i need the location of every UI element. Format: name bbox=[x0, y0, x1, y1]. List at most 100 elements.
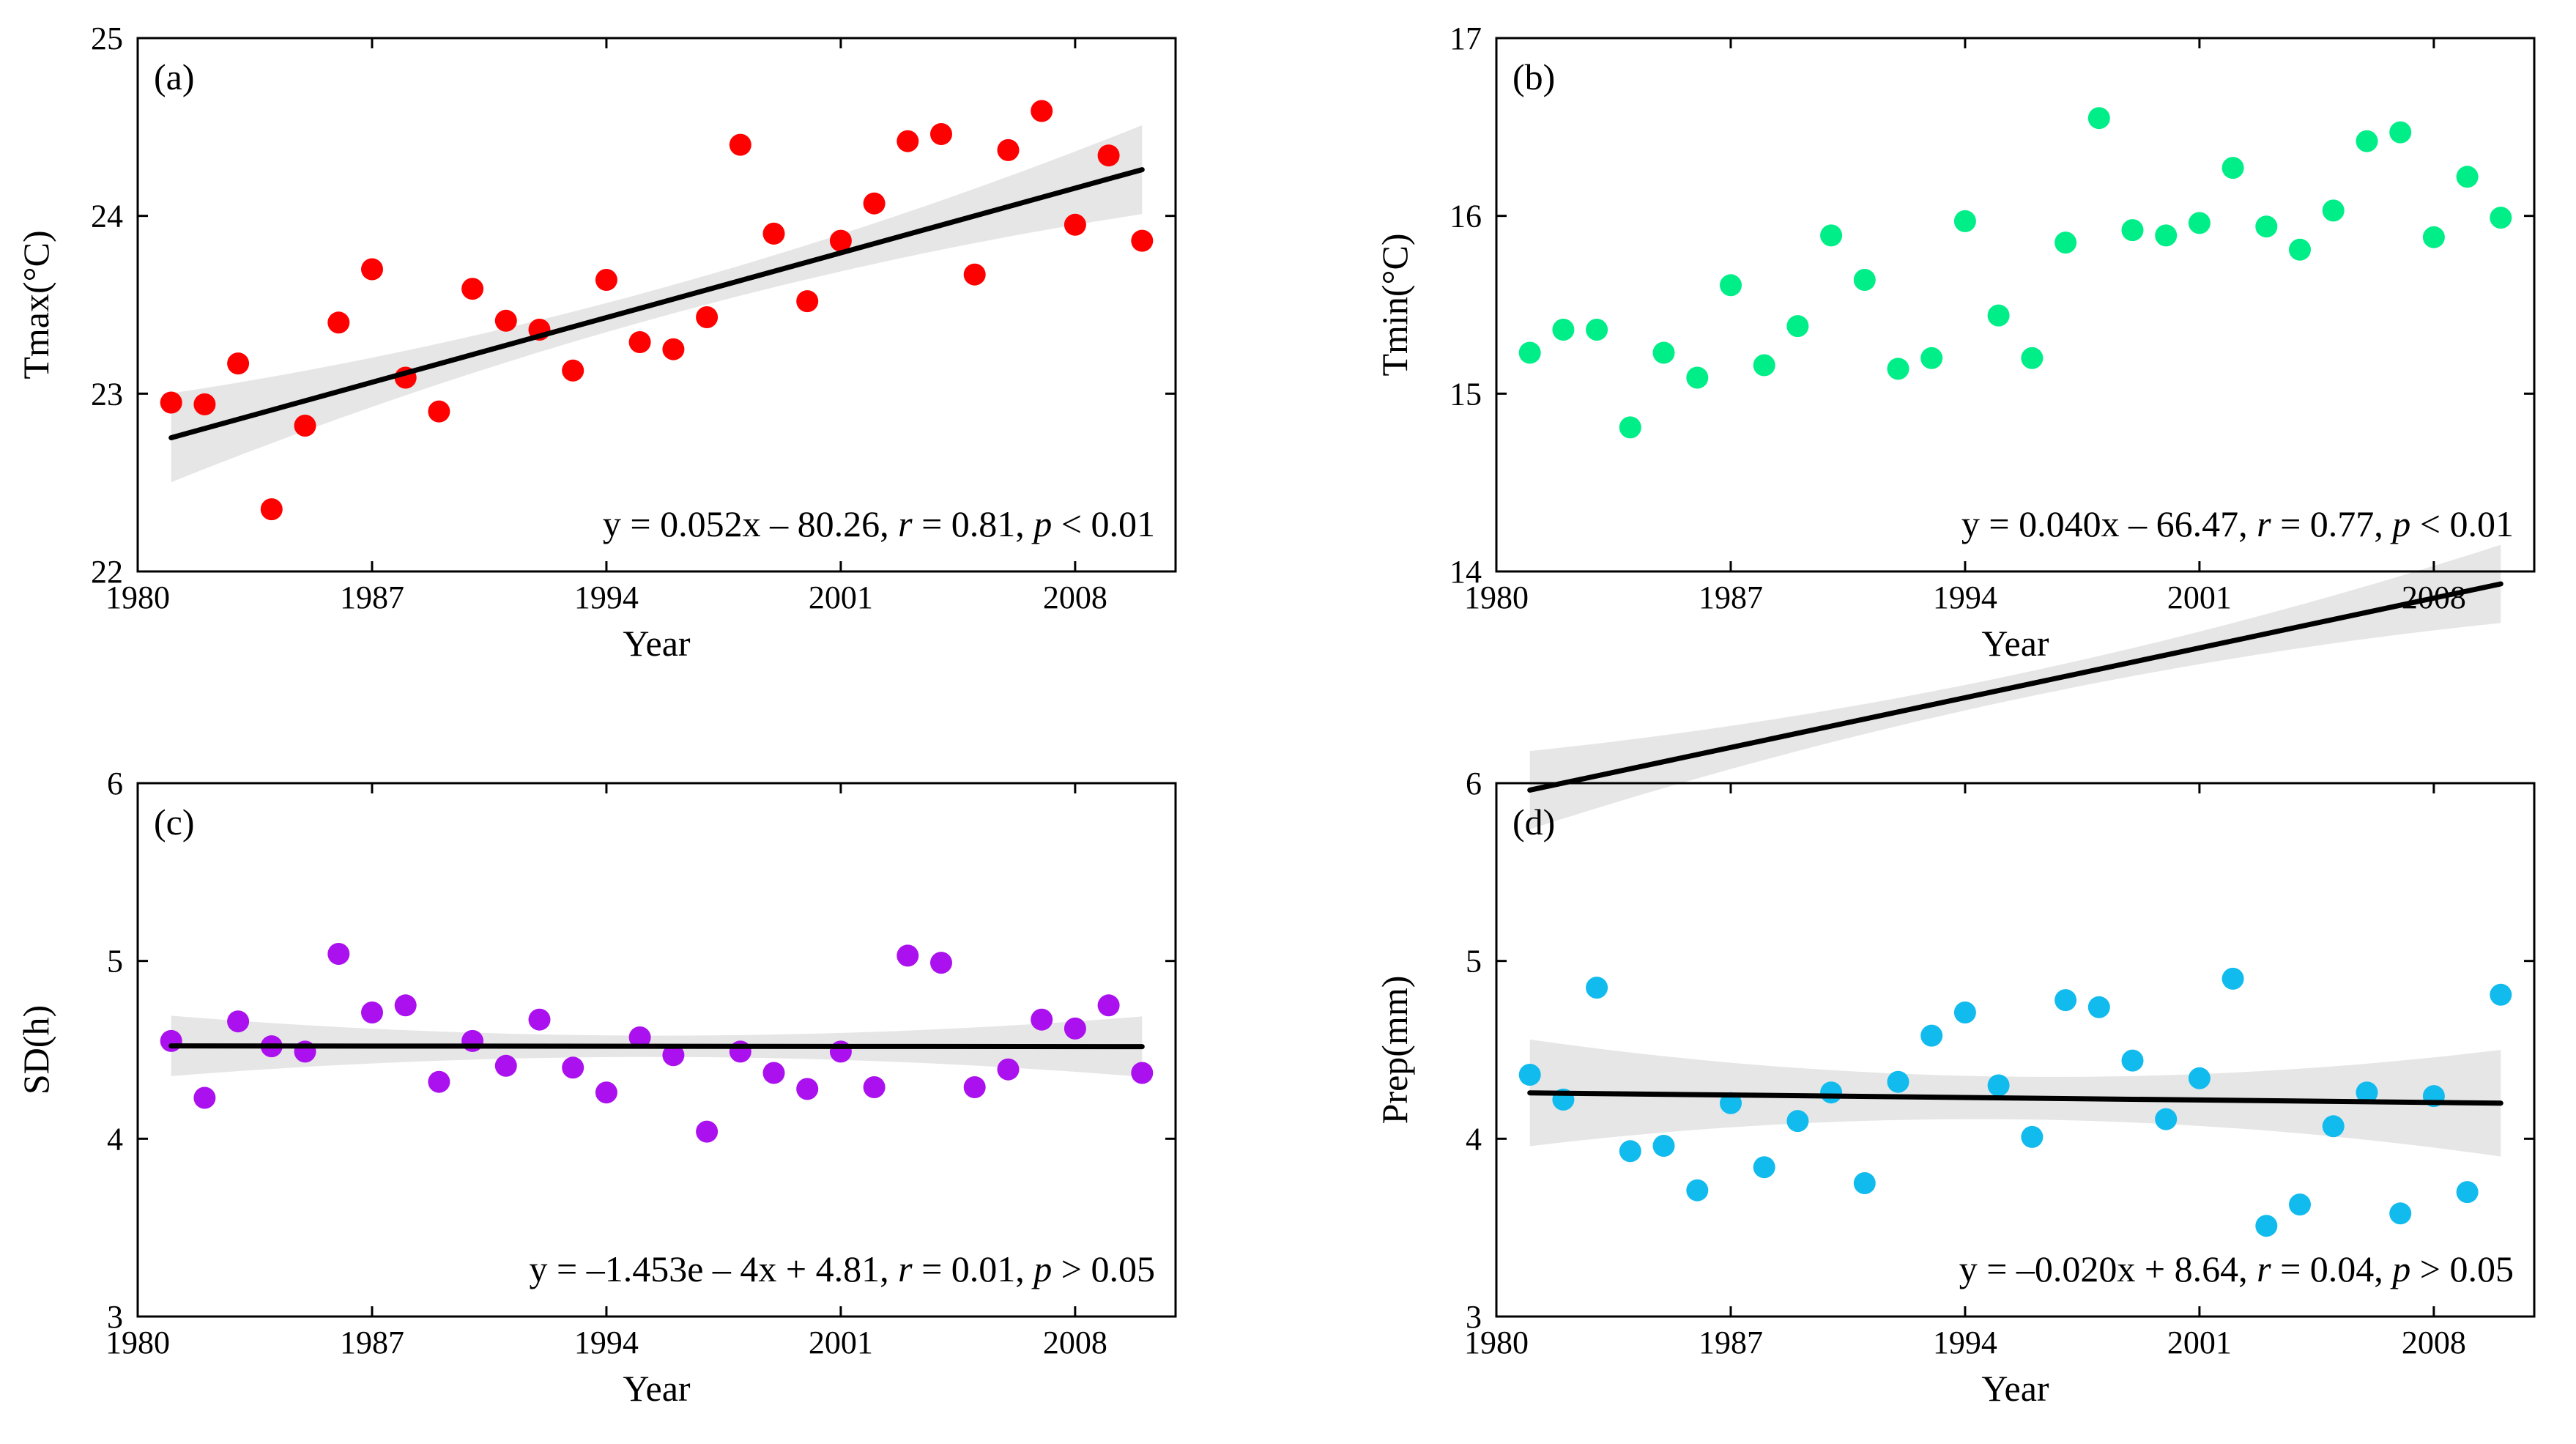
data-point bbox=[2356, 130, 2378, 152]
y-axis-title: Prep(mm) bbox=[1374, 976, 1415, 1125]
data-point bbox=[2389, 1202, 2412, 1225]
data-point bbox=[227, 1010, 250, 1033]
data-point bbox=[160, 1029, 182, 1052]
axes-frame bbox=[136, 782, 1177, 1318]
data-point bbox=[2490, 207, 2512, 229]
equation-text: = 0.77, bbox=[2271, 503, 2393, 544]
data-point bbox=[2289, 238, 2311, 261]
data-point bbox=[361, 258, 383, 281]
data-point bbox=[1820, 1081, 1843, 1104]
panel-b: 1980 1987 1994 2001 2008 14 15 16 17 Year Tmin(°C)… bbox=[1374, 21, 2536, 829]
y-tick-label: 6 bbox=[107, 766, 123, 801]
x-axis-title: Year bbox=[623, 623, 690, 664]
x-tick-label: 2001 bbox=[2167, 1325, 2232, 1360]
panel-c: 1980 1987 1994 2001 2008 3 4 5 6 Year SD(h) (c) y = … bbox=[15, 766, 1177, 1409]
data-point bbox=[863, 1076, 886, 1098]
equation-symbol: r bbox=[2257, 503, 2271, 544]
data-point bbox=[1586, 319, 1608, 341]
data-point bbox=[1652, 341, 1675, 364]
data-point bbox=[1619, 416, 1641, 439]
y-tick-label: 6 bbox=[1466, 766, 1482, 801]
data-point bbox=[494, 1054, 517, 1077]
data-point bbox=[628, 331, 651, 353]
data-point bbox=[696, 306, 719, 328]
data-point bbox=[1686, 366, 1709, 389]
data-point bbox=[227, 352, 250, 375]
data-point bbox=[595, 269, 617, 291]
data-point bbox=[2456, 1181, 2479, 1204]
data-point bbox=[963, 263, 986, 286]
y-tick-label: 24 bbox=[91, 199, 123, 234]
data-point bbox=[2322, 199, 2345, 222]
data-point bbox=[963, 1076, 986, 1098]
data-point bbox=[1586, 977, 1608, 999]
data-point bbox=[2221, 967, 2244, 990]
data-point bbox=[494, 309, 517, 332]
y-tick-label: 22 bbox=[91, 554, 123, 590]
data-point bbox=[528, 1008, 551, 1031]
regression-equation: y = –1.453e – 4x + 4.81, r = 0.01, p > 0… bbox=[530, 1248, 1155, 1289]
data-point bbox=[796, 290, 819, 313]
data-point bbox=[160, 391, 182, 414]
y-tick-label: 4 bbox=[1466, 1121, 1482, 1157]
regression-equation: y = 0.052x – 80.26, r = 0.81, p < 0.01 bbox=[603, 503, 1155, 544]
regression-equation: y = –0.020x + 8.64, r = 0.04, p > 0.05 bbox=[1959, 1248, 2514, 1289]
data-point bbox=[2188, 1067, 2211, 1089]
data-point bbox=[1920, 1024, 1943, 1047]
x-tick-label: 2001 bbox=[809, 1325, 873, 1360]
y-tick-label: 4 bbox=[107, 1121, 123, 1157]
equation-text: > 0.05 bbox=[2410, 1248, 2514, 1289]
data-point bbox=[1786, 315, 1809, 338]
data-point bbox=[1720, 274, 1742, 297]
data-point bbox=[662, 338, 685, 360]
data-point bbox=[595, 1081, 617, 1104]
data-point bbox=[897, 944, 919, 967]
data-point bbox=[2422, 226, 2445, 248]
x-axis-title: Year bbox=[1981, 1368, 2049, 1409]
data-point bbox=[2490, 983, 2512, 1006]
x-tick-label: 2001 bbox=[809, 580, 873, 615]
data-point bbox=[562, 1056, 584, 1079]
data-point bbox=[1552, 319, 1575, 341]
x-tick-label: 2008 bbox=[1043, 1325, 1107, 1360]
x-tick-label: 1994 bbox=[1933, 580, 1997, 615]
y-tick-label: 5 bbox=[1466, 944, 1482, 980]
data-point bbox=[1887, 1070, 1909, 1093]
y-tick-label: 16 bbox=[1450, 199, 1482, 234]
axes-frame bbox=[1495, 37, 2536, 573]
axes-frame bbox=[1495, 782, 2536, 1318]
data-point bbox=[428, 1070, 450, 1093]
x-tick-label: 1980 bbox=[1464, 1325, 1529, 1360]
panel-label: (b) bbox=[1512, 56, 1555, 97]
equation-text: y = –0.020x + 8.64, bbox=[1959, 1248, 2257, 1289]
data-point bbox=[394, 994, 417, 1017]
data-point bbox=[1518, 341, 1541, 364]
data-point bbox=[2322, 1115, 2345, 1138]
data-point bbox=[1953, 1001, 1976, 1023]
equation-symbol: p bbox=[2390, 503, 2410, 544]
data-point bbox=[1097, 144, 1120, 167]
panel-d: 1980 1987 1994 2001 2008 3 4 5 6 Year Prep(mm) (d) y… bbox=[1374, 766, 2536, 1409]
x-tick-label: 1987 bbox=[340, 1325, 404, 1360]
x-tick-label: 2008 bbox=[2402, 580, 2466, 615]
data-point bbox=[2155, 1108, 2178, 1130]
data-point bbox=[2087, 996, 2110, 1018]
data-point bbox=[1853, 269, 1876, 291]
data-point bbox=[1720, 1092, 1742, 1114]
data-point bbox=[628, 1026, 651, 1048]
data-point bbox=[562, 359, 584, 382]
x-tick-label: 1980 bbox=[1464, 580, 1529, 615]
panel-a: 1980 1987 1994 2001 2008 22 23 24 25 Year Tmax(°C)… bbox=[15, 21, 1177, 664]
data-point bbox=[1753, 1156, 1775, 1179]
data-point bbox=[1786, 1110, 1809, 1133]
y-tick-label: 3 bbox=[107, 1299, 123, 1335]
data-point bbox=[2121, 219, 2144, 242]
data-point bbox=[2055, 989, 2077, 1012]
data-point bbox=[1131, 1062, 1154, 1084]
x-tick-label: 1980 bbox=[105, 1325, 170, 1360]
data-point bbox=[1853, 1172, 1876, 1194]
data-point bbox=[2055, 232, 2077, 254]
data-point bbox=[193, 393, 216, 415]
regression-equation: y = 0.040x – 66.47, r = 0.77, p < 0.01 bbox=[1961, 503, 2514, 544]
equation-symbol: r bbox=[898, 503, 913, 544]
